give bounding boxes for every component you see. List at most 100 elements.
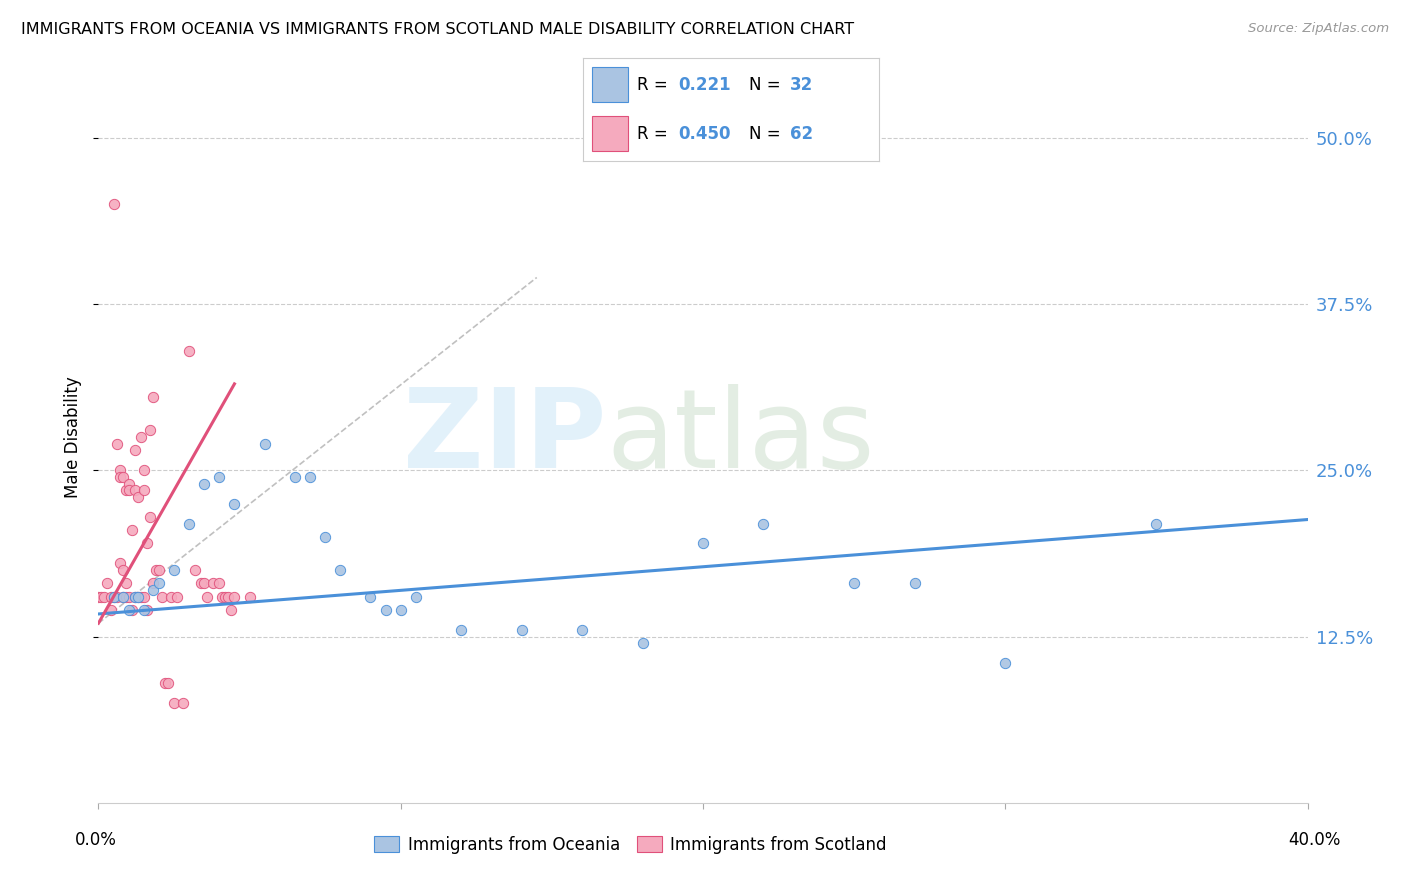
Point bbox=[224, 497, 246, 511]
Point bbox=[129, 590, 152, 604]
Point bbox=[118, 603, 141, 617]
Text: 32: 32 bbox=[790, 76, 814, 94]
Point bbox=[405, 590, 427, 604]
Point bbox=[111, 470, 134, 484]
Point bbox=[127, 590, 149, 604]
Point bbox=[224, 590, 246, 604]
Point bbox=[214, 590, 236, 604]
Point bbox=[692, 536, 714, 550]
Point bbox=[844, 576, 866, 591]
Point bbox=[208, 470, 231, 484]
Point bbox=[284, 470, 307, 484]
Point bbox=[93, 590, 115, 604]
Point bbox=[631, 636, 654, 650]
Point bbox=[124, 590, 146, 604]
Point bbox=[105, 590, 128, 604]
Point bbox=[195, 590, 218, 604]
Point bbox=[153, 676, 176, 690]
Point bbox=[314, 530, 336, 544]
Point bbox=[211, 590, 233, 604]
Point bbox=[374, 603, 396, 617]
Point bbox=[166, 590, 188, 604]
Point bbox=[114, 576, 136, 591]
Point bbox=[193, 576, 215, 591]
Point bbox=[118, 590, 141, 604]
Point bbox=[145, 563, 167, 577]
Point bbox=[114, 590, 136, 604]
Point bbox=[121, 603, 143, 617]
Point bbox=[100, 603, 122, 617]
Point bbox=[163, 563, 186, 577]
Point bbox=[994, 656, 1017, 670]
Point bbox=[160, 590, 183, 604]
Text: R =: R = bbox=[637, 76, 668, 94]
Point bbox=[253, 436, 276, 450]
Point bbox=[193, 476, 215, 491]
Point bbox=[132, 483, 155, 498]
Point bbox=[139, 509, 162, 524]
Point bbox=[208, 576, 231, 591]
Point bbox=[139, 424, 162, 438]
Point bbox=[105, 436, 128, 450]
Text: atlas: atlas bbox=[606, 384, 875, 491]
Text: Source: ZipAtlas.com: Source: ZipAtlas.com bbox=[1249, 22, 1389, 36]
Point bbox=[108, 470, 131, 484]
Text: 40.0%: 40.0% bbox=[1288, 831, 1341, 849]
Point bbox=[100, 590, 122, 604]
Point bbox=[103, 590, 125, 604]
Point bbox=[450, 623, 472, 637]
Text: 0.0%: 0.0% bbox=[75, 831, 117, 849]
Point bbox=[329, 563, 352, 577]
Point bbox=[179, 343, 201, 358]
Text: IMMIGRANTS FROM OCEANIA VS IMMIGRANTS FROM SCOTLAND MALE DISABILITY CORRELATION : IMMIGRANTS FROM OCEANIA VS IMMIGRANTS FR… bbox=[21, 22, 855, 37]
Point bbox=[571, 623, 593, 637]
Point bbox=[118, 483, 141, 498]
Point bbox=[299, 470, 322, 484]
Point bbox=[148, 563, 170, 577]
Text: 0.450: 0.450 bbox=[678, 125, 731, 143]
Point bbox=[132, 603, 155, 617]
Point bbox=[148, 576, 170, 591]
Text: R =: R = bbox=[637, 125, 668, 143]
Point bbox=[142, 576, 165, 591]
Point bbox=[135, 603, 157, 617]
Point bbox=[103, 197, 125, 211]
Point bbox=[111, 563, 134, 577]
Point bbox=[202, 576, 225, 591]
Point bbox=[108, 463, 131, 477]
Legend: Immigrants from Oceania, Immigrants from Scotland: Immigrants from Oceania, Immigrants from… bbox=[368, 829, 893, 860]
Point bbox=[90, 590, 112, 604]
Point bbox=[111, 590, 134, 604]
Point bbox=[221, 603, 243, 617]
Point bbox=[752, 516, 775, 531]
Point bbox=[124, 590, 146, 604]
Point bbox=[156, 676, 179, 690]
Point bbox=[150, 590, 173, 604]
Point bbox=[217, 590, 239, 604]
Point bbox=[132, 463, 155, 477]
Point bbox=[132, 590, 155, 604]
Point bbox=[179, 516, 201, 531]
Point bbox=[510, 623, 533, 637]
Point bbox=[163, 696, 186, 710]
FancyBboxPatch shape bbox=[592, 67, 627, 102]
Point bbox=[124, 443, 146, 458]
Text: N =: N = bbox=[749, 125, 780, 143]
Point bbox=[124, 483, 146, 498]
Point bbox=[239, 590, 262, 604]
Text: ZIP: ZIP bbox=[404, 384, 606, 491]
Point bbox=[114, 483, 136, 498]
Point bbox=[184, 563, 207, 577]
Point bbox=[190, 576, 212, 591]
Point bbox=[1144, 516, 1167, 531]
Text: 0.221: 0.221 bbox=[678, 76, 731, 94]
Point bbox=[135, 536, 157, 550]
Text: 62: 62 bbox=[790, 125, 813, 143]
Point bbox=[127, 590, 149, 604]
Point bbox=[103, 590, 125, 604]
Point bbox=[96, 576, 118, 591]
Point bbox=[111, 590, 134, 604]
Point bbox=[904, 576, 927, 591]
Point bbox=[118, 476, 141, 491]
FancyBboxPatch shape bbox=[592, 117, 627, 152]
